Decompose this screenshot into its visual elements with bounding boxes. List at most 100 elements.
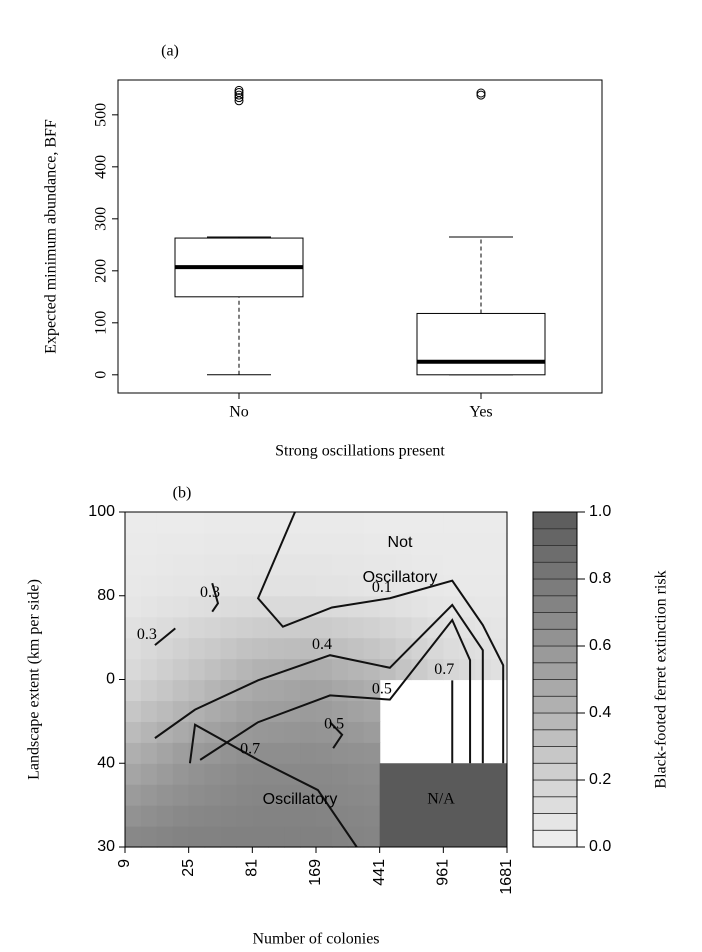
risk-cell — [491, 553, 508, 576]
contour-label: 0.5 — [324, 715, 344, 732]
x-tick-label: Yes — [469, 404, 492, 421]
risk-cell — [156, 826, 174, 848]
risk-cell — [347, 826, 365, 848]
contour-line — [329, 721, 344, 749]
risk-cell — [140, 721, 158, 743]
risk-cell — [156, 763, 174, 785]
risk-cell — [188, 721, 206, 743]
risk-cell — [411, 595, 429, 618]
risk-cell — [156, 512, 174, 534]
colorbar-frame — [532, 511, 578, 848]
risk-cell — [172, 553, 190, 576]
colorbar-step — [532, 829, 578, 848]
risk-cell — [411, 637, 429, 660]
risk-cell — [220, 616, 238, 639]
risk-cell — [347, 532, 365, 555]
risk-cell — [252, 763, 269, 785]
risk-cell — [284, 784, 301, 806]
risk-cell — [220, 826, 238, 848]
risk-cell — [459, 658, 476, 681]
risk-cell — [284, 532, 301, 555]
risk-cell — [156, 784, 174, 806]
risk-cell — [172, 637, 190, 660]
outlier — [234, 90, 244, 100]
risk-cell — [459, 553, 476, 576]
risk-cell — [411, 512, 429, 534]
risk-cell — [411, 553, 429, 576]
risk-cell — [443, 658, 460, 681]
contour-line — [199, 618, 472, 764]
risk-cell — [172, 784, 190, 806]
risk-cell — [125, 826, 142, 848]
y-tick-label: 30 — [97, 838, 115, 855]
risk-cell — [491, 595, 508, 618]
risk-cell — [459, 512, 476, 534]
risk-cell — [236, 700, 253, 722]
colorbar-step — [532, 779, 578, 798]
risk-cell — [236, 616, 253, 639]
risk-cell — [331, 805, 349, 827]
risk-cell — [300, 721, 317, 743]
risk-cell — [316, 616, 333, 639]
risk-cell — [363, 742, 381, 764]
y-tick-label: 300 — [93, 207, 110, 231]
colorbar-tick-label: 0.2 — [589, 771, 611, 788]
risk-cell — [188, 532, 206, 555]
y-axis-label: Expected minimum abundance, BFF — [43, 119, 60, 354]
region-label: Oscillatory — [363, 569, 438, 586]
risk-cell — [156, 700, 174, 722]
risk-cell — [220, 763, 238, 785]
risk-cell — [188, 595, 206, 618]
risk-cell — [140, 700, 158, 722]
risk-cell — [268, 512, 285, 534]
risk-cell — [125, 700, 142, 722]
contour-line — [188, 723, 358, 848]
risk-cell — [395, 512, 413, 534]
contour-line — [256, 511, 505, 764]
risk-cell — [188, 616, 206, 639]
risk-cell — [172, 616, 190, 639]
risk-cell — [252, 616, 269, 639]
risk-cell — [204, 637, 222, 660]
risk-cell — [347, 553, 365, 576]
risk-cell — [268, 553, 285, 576]
risk-cell — [172, 742, 190, 764]
colorbar-tick-label: 0.8 — [589, 570, 611, 587]
risk-cell — [188, 763, 206, 785]
risk-cell — [156, 637, 174, 660]
risk-cell — [491, 512, 508, 534]
risk-cell — [236, 805, 253, 827]
risk-cell — [172, 805, 190, 827]
risk-cell — [140, 658, 158, 681]
risk-cell — [284, 679, 301, 702]
colorbar-step — [532, 645, 578, 664]
risk-cell — [140, 532, 158, 555]
risk-cell — [284, 595, 301, 618]
risk-cell — [236, 595, 253, 618]
risk-cell — [220, 637, 238, 660]
risk-cell — [140, 826, 158, 848]
risk-cell — [220, 805, 238, 827]
risk-cell — [188, 805, 206, 827]
risk-cell — [204, 700, 222, 722]
x-tick-label: 25 — [180, 859, 197, 877]
risk-cell — [284, 553, 301, 576]
outlier — [234, 93, 244, 103]
risk-cell — [140, 784, 158, 806]
risk-cell — [427, 532, 444, 555]
risk-cell — [427, 595, 444, 618]
risk-cell — [204, 658, 222, 681]
risk-cell — [443, 574, 460, 597]
risk-cell — [411, 616, 429, 639]
risk-cell — [395, 574, 413, 597]
risk-cell — [363, 512, 381, 534]
risk-cell — [347, 595, 365, 618]
colorbar-step — [532, 679, 578, 697]
risk-cell — [220, 700, 238, 722]
risk-cell — [236, 784, 253, 806]
risk-cell — [236, 658, 253, 681]
risk-cell — [236, 512, 253, 534]
risk-cell — [268, 700, 285, 722]
risk-cell — [268, 595, 285, 618]
risk-cell — [363, 616, 381, 639]
